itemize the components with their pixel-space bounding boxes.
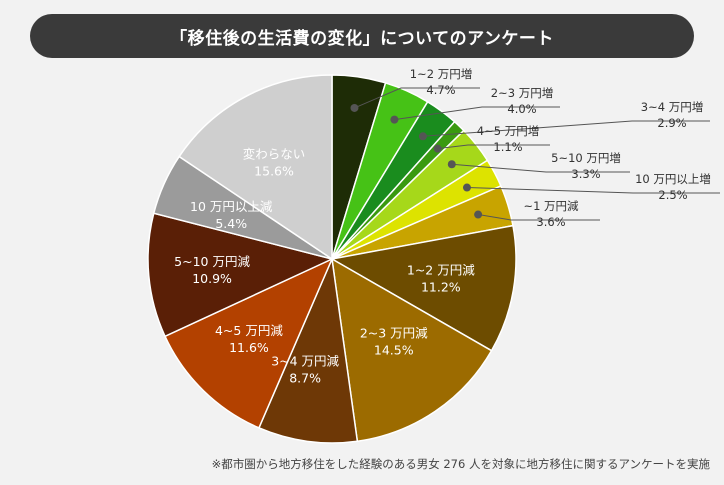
slice-value-3: 2.9% xyxy=(657,116,686,130)
slice-label-5: 5~10 万円増 xyxy=(551,151,621,165)
slice-value-13: 5.4% xyxy=(215,216,247,231)
leader-line-3 xyxy=(422,120,710,137)
slice-label-12: 5~10 万円減 xyxy=(174,254,250,269)
slice-label-11: 4~5 万円減 xyxy=(215,323,283,338)
slice-label-6: 10 万円以上増 xyxy=(635,172,711,186)
slice-value-2: 4.0% xyxy=(507,102,536,116)
slice-label-9: 2~3 万円減 xyxy=(360,326,428,341)
slice-label-4: 4~5 万円増 xyxy=(477,124,539,138)
leader-dot-6 xyxy=(462,183,471,192)
slice-label-13: 10 万円以上減 xyxy=(190,199,273,214)
leader-dot-5 xyxy=(447,160,456,169)
slice-value-10: 8.7% xyxy=(289,370,321,385)
leader-line-6 xyxy=(466,187,720,194)
slice-value-8: 11.2% xyxy=(421,280,461,295)
leader-line-7 xyxy=(478,214,600,221)
pie-slice-12 xyxy=(147,212,335,338)
pie-slice-8 xyxy=(329,224,517,352)
slice-value-1: 4.7% xyxy=(426,83,455,97)
slice-label-10: 3~4 万円減 xyxy=(271,353,339,368)
leader-line-1 xyxy=(354,87,480,109)
slice-label-8: 1~2 万円減 xyxy=(407,263,475,278)
leader-line-5 xyxy=(451,163,630,173)
pie-slice-14 xyxy=(178,74,333,261)
pie-slice-11 xyxy=(164,257,334,429)
slice-value-14: 15.6% xyxy=(254,164,294,179)
leader-dot-1 xyxy=(350,103,359,112)
slice-value-7: 3.6% xyxy=(536,215,565,229)
pie-slice-9 xyxy=(331,257,493,443)
slice-value-6: 2.5% xyxy=(658,188,687,202)
leader-dot-4 xyxy=(433,144,442,153)
leader-line-4 xyxy=(437,144,550,150)
chart-title: 「移住後の生活費の変化」についてのアンケート xyxy=(30,14,694,58)
leader-dot-3 xyxy=(418,132,427,141)
slice-value-9: 14.5% xyxy=(374,343,414,358)
slice-value-5: 3.3% xyxy=(571,167,600,181)
slice-label-1: 1~2 万円増 xyxy=(410,67,472,81)
slice-value-4: 1.1% xyxy=(493,140,522,154)
pie-slice-10 xyxy=(257,256,359,444)
slice-label-2: 2~3 万円増 xyxy=(491,86,553,100)
slice-value-11: 11.6% xyxy=(229,340,269,355)
slice-label-3: 3~4 万円増 xyxy=(641,100,703,114)
slice-label-7: ~1 万円減 xyxy=(523,199,579,213)
leader-line-2 xyxy=(394,106,560,121)
leader-dot-2 xyxy=(390,115,399,124)
leader-dot-7 xyxy=(474,210,483,219)
slice-value-12: 10.9% xyxy=(192,271,232,286)
footnote: ※都市圏から地方移住をした経験のある男女 276 人を対象に地方移住に関するアン… xyxy=(211,457,710,471)
slice-label-14: 変わらない xyxy=(243,147,306,162)
